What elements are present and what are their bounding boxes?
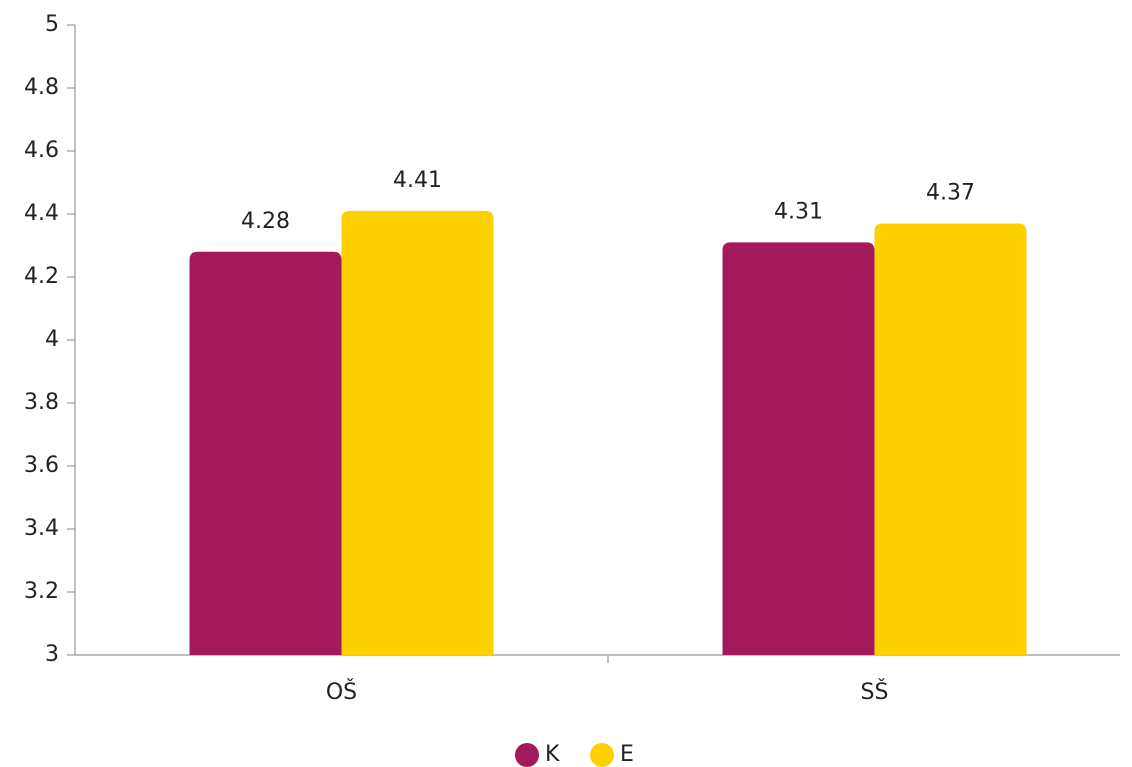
data-label: 4.41 xyxy=(393,168,442,193)
bar xyxy=(189,251,342,656)
y-tick-label: 3.8 xyxy=(24,390,59,415)
legend-swatch xyxy=(515,743,539,767)
x-tick-label: SŠ xyxy=(861,679,889,705)
y-tick-label: 3.6 xyxy=(24,453,59,478)
bar xyxy=(874,223,1027,655)
y-tick-label: 4.6 xyxy=(24,138,59,163)
y-tick-label: 3.2 xyxy=(24,579,59,604)
bar xyxy=(341,210,494,655)
x-tick-label: OŠ xyxy=(326,679,357,705)
y-tick-label: 4.4 xyxy=(24,201,59,226)
y-tick-label: 5 xyxy=(45,12,59,37)
legend-label: E xyxy=(620,742,634,767)
y-tick-label: 3.4 xyxy=(24,516,59,541)
y-tick-label: 4 xyxy=(45,327,59,352)
data-label: 4.31 xyxy=(774,199,823,224)
y-tick-label: 4.8 xyxy=(24,75,59,100)
legend-swatch xyxy=(590,743,614,767)
y-tick-label: 3 xyxy=(45,642,59,667)
data-label: 4.37 xyxy=(926,180,975,205)
y-tick-label: 4.2 xyxy=(24,264,59,289)
legend-label: K xyxy=(545,742,560,767)
bar xyxy=(722,242,875,655)
data-label: 4.28 xyxy=(241,209,290,234)
